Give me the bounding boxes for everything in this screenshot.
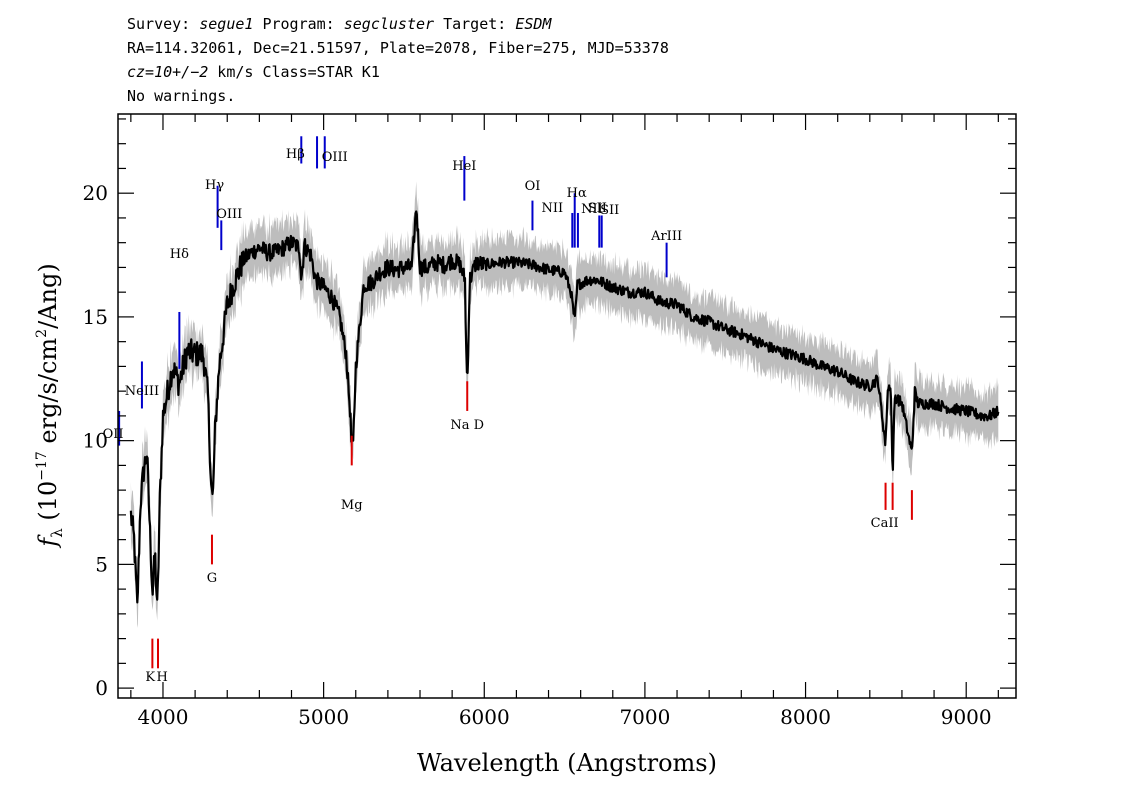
x-tick-label: 8000: [780, 705, 831, 729]
emission-line-label: Hβ: [286, 147, 305, 162]
absorption-line-label: K: [145, 670, 155, 685]
survey-value: segue1: [199, 15, 253, 33]
emission-line-label: Hα: [567, 186, 587, 201]
redshift-value: cz=10+/−2: [127, 63, 208, 81]
plot-border: [117, 113, 1017, 699]
emission-line-label: SII: [588, 201, 607, 216]
header-line-3: cz=10+/−2 km/s Class=STAR K1: [127, 63, 380, 81]
x-tick-label: 5000: [298, 705, 349, 729]
absorption-line-label: CaII: [871, 516, 899, 531]
x-tick-label: 9000: [941, 705, 992, 729]
x-axis-title: Wavelength (Angstroms): [417, 749, 717, 777]
target-value: ESDM: [515, 15, 552, 33]
absorption-line-label: H: [157, 670, 168, 685]
emission-line-label: ArIII: [650, 229, 682, 244]
y-axis-title: fλ (10−17 erg/s/cm2/Ang): [34, 263, 66, 548]
emission-line-label: OIII: [216, 207, 242, 222]
y-tick-label: 5: [95, 552, 108, 576]
y-tick-label: 15: [83, 305, 108, 329]
flux-series: [129, 210, 1000, 604]
flux-line: [129, 210, 1000, 604]
header-line-4: No warnings.: [127, 87, 235, 105]
emission-line-label: Hγ: [205, 178, 224, 193]
header-line-2: RA=114.32061, Dec=21.51597, Plate=2078, …: [127, 39, 669, 57]
emission-line-label: NeIII: [125, 384, 159, 399]
header-line-1: Survey: segue1 Program: segcluster Targe…: [127, 15, 552, 33]
absorption-line-label: Na D: [450, 418, 484, 433]
class-value: km/s Class=STAR K1: [208, 63, 380, 81]
axis-tick-labels: 4000 5000 6000 7000 8000 9000 0 5 10 15 20: [83, 181, 992, 729]
survey-label: Survey:: [127, 15, 199, 33]
emission-line-label: NII: [541, 201, 563, 216]
emission-line-label: HeI: [452, 159, 476, 174]
y-tick-label: 0: [95, 676, 108, 700]
emission-line-label: OI: [525, 179, 541, 194]
x-tick-label: 7000: [619, 705, 670, 729]
y-tick-label: 20: [83, 181, 108, 205]
axis-ticks: [118, 114, 1016, 698]
x-tick-label: 4000: [138, 705, 189, 729]
absorption-line-label: G: [207, 571, 217, 586]
plot-frame: [117, 113, 1017, 699]
emission-line-label: OIII: [322, 150, 348, 165]
x-tick-label: 6000: [459, 705, 510, 729]
emission-line-label: Hδ: [170, 247, 189, 262]
y-tick-label: 10: [83, 429, 108, 453]
emission-line-label: SII: [600, 203, 619, 218]
absorption-line-label: Mg: [341, 498, 363, 513]
plot-header: Survey: segue1 Program: segcluster Targe…: [127, 15, 669, 105]
program-value: segcluster: [344, 15, 434, 33]
emission-line-label: NII: [581, 202, 603, 217]
target-label: Target:: [434, 15, 515, 33]
program-label: Program:: [253, 15, 343, 33]
